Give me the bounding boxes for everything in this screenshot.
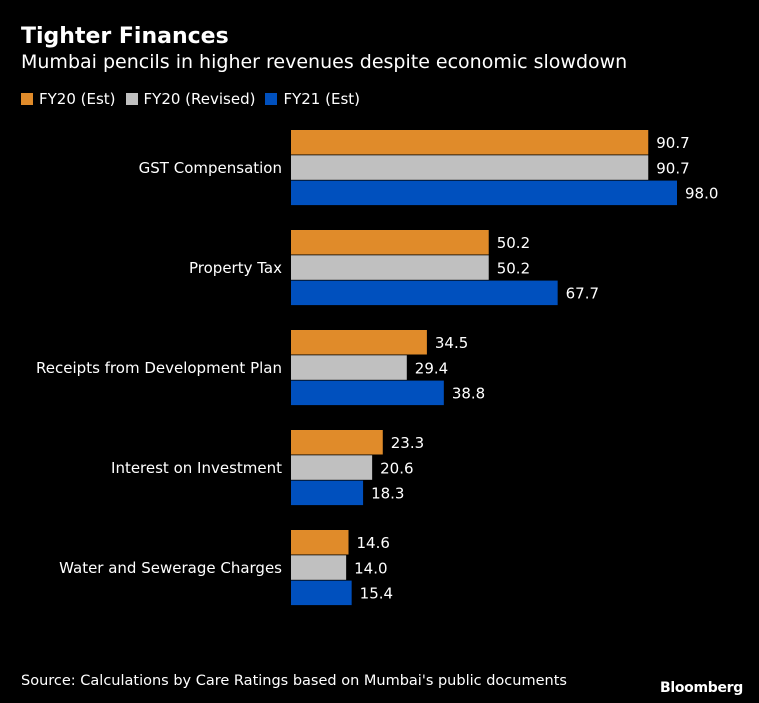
category-label: Interest on Investment <box>111 459 282 477</box>
bar <box>291 580 352 606</box>
bar <box>291 255 489 280</box>
bar <box>291 455 373 480</box>
legend: FY20 (Est) FY20 (Revised) FY21 (Est) <box>21 90 360 108</box>
legend-swatch <box>265 93 278 105</box>
data-label: 50.2 <box>497 259 530 277</box>
data-label: 90.7 <box>656 159 689 177</box>
data-label: 23.3 <box>391 434 424 452</box>
bar <box>291 480 364 506</box>
legend-item-fy20-revised: FY20 (Revised) <box>125 90 256 108</box>
category-label: GST Compensation <box>139 159 282 177</box>
bar <box>291 180 677 206</box>
legend-item-fy21-est: FY21 (Est) <box>265 90 360 108</box>
data-label: 67.7 <box>566 285 599 303</box>
source-note: Source: Calculations by Care Ratings bas… <box>21 673 567 689</box>
data-label: 38.8 <box>452 385 485 403</box>
bar <box>291 380 444 406</box>
data-label: 20.6 <box>380 459 413 477</box>
category-label: Receipts from Development Plan <box>36 359 282 377</box>
data-label: 14.0 <box>354 559 387 577</box>
bar <box>291 130 649 155</box>
legend-item-fy20-est: FY20 (Est) <box>21 90 116 108</box>
bar <box>291 330 427 355</box>
bar <box>291 530 349 555</box>
data-label: 14.6 <box>357 534 390 552</box>
chart-title: Tighter Finances <box>21 24 229 49</box>
legend-label: FY20 (Est) <box>39 90 116 108</box>
data-label: 90.7 <box>656 134 689 152</box>
data-label: 98.0 <box>685 185 718 203</box>
bloomberg-logo: Bloomberg <box>659 680 743 696</box>
bar <box>291 280 558 306</box>
chart-subtitle: Mumbai pencils in higher revenues despit… <box>21 51 628 73</box>
bar <box>291 355 407 380</box>
legend-label: FY21 (Est) <box>283 90 360 108</box>
category-label: Property Tax <box>189 259 282 277</box>
data-label: 29.4 <box>415 359 448 377</box>
data-label: 15.4 <box>360 585 393 603</box>
bar <box>291 555 347 580</box>
data-label: 34.5 <box>435 334 468 352</box>
bar <box>291 430 383 455</box>
category-label: Water and Sewerage Charges <box>59 559 282 577</box>
legend-swatch <box>21 93 33 105</box>
bar <box>291 155 649 180</box>
legend-swatch <box>125 93 138 105</box>
data-label: 50.2 <box>497 234 530 252</box>
data-label: 18.3 <box>371 485 404 503</box>
bar <box>291 230 489 255</box>
legend-label: FY20 (Revised) <box>143 90 256 108</box>
